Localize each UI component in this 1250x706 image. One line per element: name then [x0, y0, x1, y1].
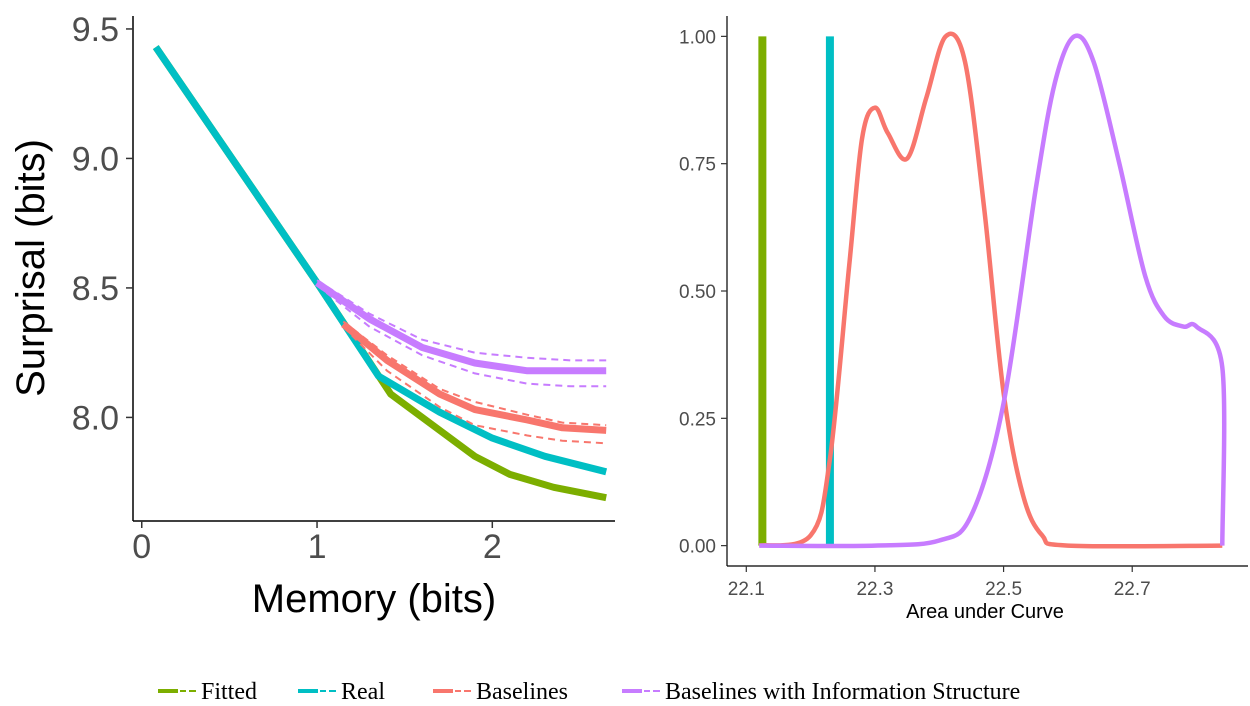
legend-label: Real: [341, 679, 385, 705]
legend: Fitted Real Baselines Baselines with Inform…: [158, 679, 1020, 705]
density-panel: 22.1 22.3 22.5 22.7 0.00 0.25 0.50 0.75 1.00 Are…: [679, 16, 1248, 623]
left-series-line-2: [341, 321, 607, 434]
left-series-line-0: [152, 45, 607, 502]
right-x-tick-label: 22.1: [728, 579, 765, 600]
left-x-tick-label: 1: [308, 528, 327, 566]
legend-label: Fitted: [201, 679, 257, 705]
left-y-axis-title: Surprisal (bits): [9, 139, 53, 397]
right-density-3: [759, 33, 1227, 549]
left-series-line-3: [342, 320, 607, 427]
left-y-tick-label: 9.0: [72, 140, 119, 178]
right-x-tick-label: 22.3: [856, 579, 893, 600]
right-y-tick-label: 0.25: [679, 409, 716, 430]
left-x-axis-title: Memory (bits): [252, 577, 496, 621]
legend-label: Baselines: [476, 679, 568, 705]
left-y-tick-label: 8.0: [72, 399, 119, 437]
left-axis-ticks: 0 1 2 8.0 8.5 9.0 9.5: [72, 11, 502, 566]
right-series-lines: [758, 31, 1227, 549]
right-axis-ticks: 22.1 22.3 22.5 22.7 0.00 0.25 0.50 0.75 1.00: [679, 27, 1151, 600]
left-x-tick-label: 2: [483, 528, 502, 566]
left-series-line-5: [315, 279, 607, 375]
right-x-axis-title: Area under Curve: [906, 601, 1064, 623]
right-y-tick-label: 0.00: [679, 537, 716, 558]
right-x-tick-label: 22.5: [985, 579, 1022, 600]
right-density-2: [758, 31, 1223, 549]
left-series-line-1: [152, 45, 608, 476]
right-y-tick-label: 1.00: [679, 27, 716, 48]
right-y-tick-label: 0.50: [679, 282, 716, 303]
left-y-tick-label: 8.5: [72, 270, 119, 308]
right-x-tick-label: 22.7: [1114, 579, 1151, 600]
left-x-tick-label: 0: [132, 528, 151, 566]
left-series-line-7: [316, 284, 607, 388]
left-series-lines: [152, 45, 608, 502]
left-series-line-4: [342, 326, 607, 445]
legend-label: Baselines with Information Structure: [665, 679, 1020, 705]
left-series-line-6: [316, 279, 607, 362]
left-y-tick-label: 9.5: [72, 11, 119, 49]
surprisal-memory-panel: 0 1 2 8.0 8.5 9.0 9.5 Memory (bits) Surprisal …: [9, 11, 615, 621]
right-y-tick-label: 0.75: [679, 155, 716, 176]
